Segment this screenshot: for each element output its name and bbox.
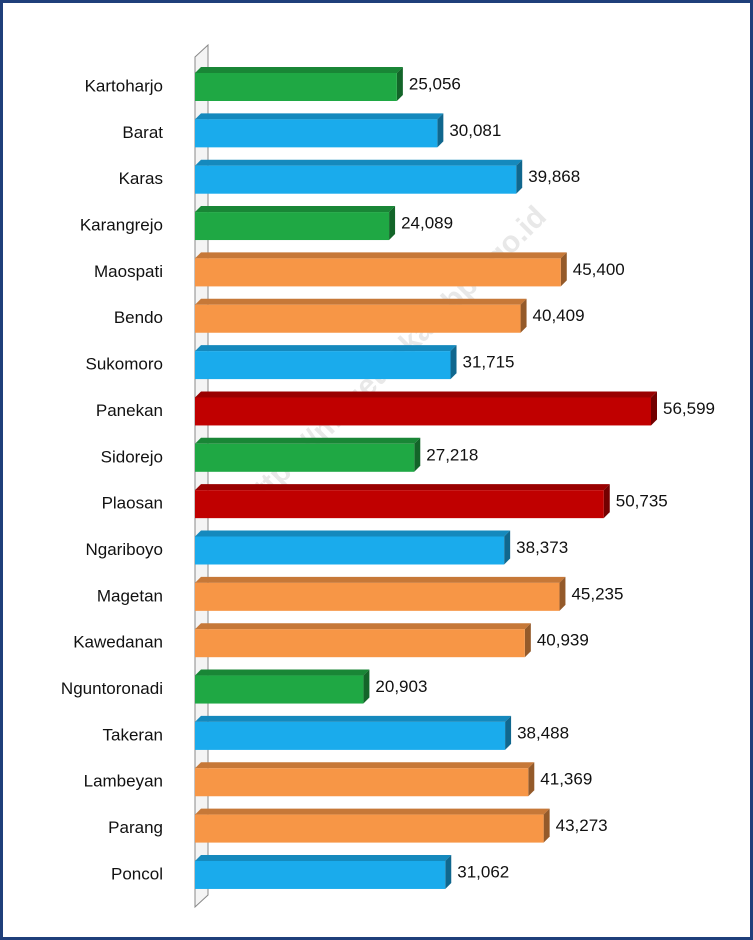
value-label: 38,488 (517, 723, 569, 742)
value-label: 27,218 (426, 445, 478, 464)
bar-top-face (195, 345, 457, 352)
bar-top-face (195, 159, 523, 166)
bar (195, 258, 561, 287)
bar-top-face (195, 437, 421, 444)
category-label: Kartoharjo (85, 76, 163, 95)
bar-top-face (195, 530, 511, 537)
category-label: Ngariboyo (86, 540, 164, 559)
bar (195, 73, 397, 101)
category-label: Sukomoro (86, 355, 163, 374)
category-label: Takeran (103, 725, 163, 744)
value-label: 45,400 (573, 260, 625, 279)
category-label: Lambeyan (84, 772, 163, 791)
value-label: 40,939 (537, 631, 589, 650)
value-label: 31,062 (457, 862, 509, 881)
bar (195, 351, 451, 380)
bar-top-face (195, 391, 657, 398)
bar (195, 675, 364, 704)
bar-top-face (195, 762, 535, 769)
bar (195, 304, 521, 333)
category-label: Karas (119, 169, 163, 188)
bar-top-face (195, 252, 567, 259)
bar (195, 721, 506, 750)
bar (195, 397, 651, 426)
category-label: Nguntoronadi (61, 679, 163, 698)
category-label: Parang (108, 818, 163, 837)
bar (195, 165, 517, 194)
category-label: Karangrejo (80, 216, 163, 235)
bar (195, 443, 415, 472)
bar-side-face (543, 808, 550, 843)
category-label: Plaosan (102, 494, 163, 513)
category-label: Poncol (111, 864, 163, 883)
category-label: Magetan (97, 586, 163, 605)
value-label: 56,599 (663, 399, 715, 418)
value-label: 38,373 (516, 538, 568, 557)
category-label: Panekan (96, 401, 163, 420)
value-label: 30,081 (449, 121, 501, 140)
value-label: 45,235 (571, 584, 623, 603)
bar (195, 582, 560, 611)
bar-top-face (195, 576, 566, 583)
bar-side-face (603, 484, 610, 519)
bar (195, 536, 505, 565)
bar-top-face (195, 623, 531, 630)
bar-side-face (437, 113, 444, 148)
bar (195, 768, 529, 797)
category-label: Sidorejo (101, 447, 163, 466)
value-label: 39,868 (528, 167, 580, 186)
bar-top-face (195, 854, 452, 861)
bar-top-face (195, 206, 396, 213)
bar (195, 860, 446, 889)
bar-side-face (396, 67, 403, 101)
bar-side-face (414, 437, 421, 472)
bar-side-face (651, 391, 657, 426)
category-label: Maospati (94, 262, 163, 281)
bar-side-face (445, 854, 452, 889)
value-label: 24,089 (401, 214, 453, 233)
bar-side-face (528, 762, 535, 797)
bar (195, 212, 390, 241)
bar-side-face (559, 576, 566, 611)
category-label: Kawedanan (73, 633, 163, 652)
bar-side-face (560, 252, 567, 287)
bar-top-face (195, 67, 403, 73)
value-label: 31,715 (463, 353, 515, 372)
bar-side-face (389, 206, 396, 241)
category-label: Bendo (114, 308, 163, 327)
bar-side-face (516, 159, 523, 194)
bar-top-face (195, 484, 610, 491)
value-label: 40,409 (533, 306, 585, 325)
bar-side-face (524, 623, 531, 658)
bar-side-face (504, 530, 511, 565)
bar-side-face (520, 298, 527, 333)
value-label: 41,369 (540, 770, 592, 789)
bar-top-face (195, 808, 550, 815)
bar (195, 490, 604, 519)
bar-top-face (195, 669, 370, 676)
bar (195, 629, 525, 658)
value-label: 25,056 (409, 74, 461, 93)
bar (195, 119, 438, 148)
bar-top-face (195, 113, 444, 120)
value-label: 43,273 (556, 816, 608, 835)
bar-side-face (505, 715, 512, 750)
bar-side-face (450, 345, 457, 380)
bar-side-face (363, 669, 370, 704)
value-label: 20,903 (375, 677, 427, 696)
bar-top-face (195, 715, 512, 722)
category-label: Barat (122, 123, 163, 142)
bar (195, 814, 544, 843)
bar-top-face (195, 298, 527, 305)
value-label: 50,735 (616, 492, 668, 511)
